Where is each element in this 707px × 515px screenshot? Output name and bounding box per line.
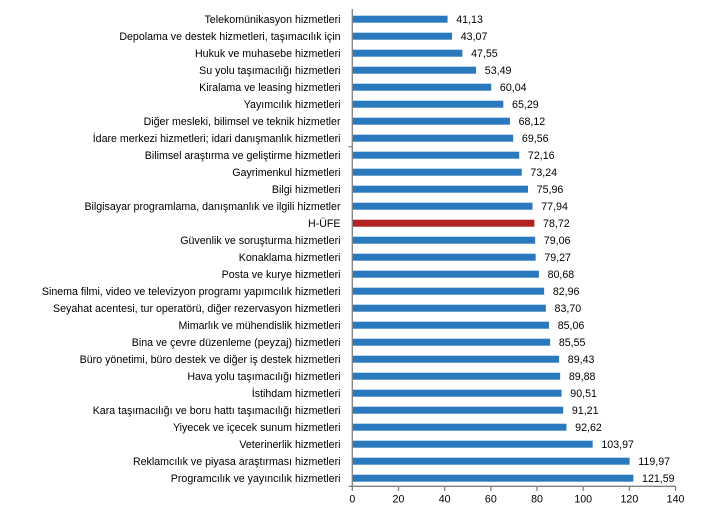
svg-text:90,51: 90,51 [570,388,597,400]
svg-text:Bilimsel araştırma ve geliştir: Bilimsel araştırma ve geliştirme hizmetl… [145,150,341,162]
svg-text:Hukuk ve muhasebe hizmetleri: Hukuk ve muhasebe hizmetleri [195,48,341,60]
svg-text:Programcılık ve yayıncılık hiz: Programcılık ve yayıncılık hizmetleri [171,473,341,485]
svg-text:121,59: 121,59 [642,473,675,485]
svg-text:83,70: 83,70 [555,303,582,315]
svg-text:Gayrimenkul hizmetleri: Gayrimenkul hizmetleri [232,167,340,179]
svg-text:92,62: 92,62 [575,422,602,434]
svg-text:75,96: 75,96 [537,184,564,196]
svg-text:119,97: 119,97 [638,456,670,468]
svg-text:Kiralama ve leasing hizmetleri: Kiralama ve leasing hizmetleri [199,82,340,94]
svg-text:İstihdam hizmetleri: İstihdam hizmetleri [252,387,341,400]
svg-text:Reklamcılık ve piyasa araştırm: Reklamcılık ve piyasa araştırması hizmet… [133,456,341,468]
svg-text:65,29: 65,29 [512,99,539,111]
svg-text:40: 40 [439,493,451,505]
svg-text:103,97: 103,97 [601,439,634,451]
svg-text:77,94: 77,94 [541,201,568,213]
svg-text:Hava yolu taşımacılığı hizmetl: Hava yolu taşımacılığı hizmetleri [187,371,340,383]
svg-text:Su yolu taşımacılığı hizmetler: Su yolu taşımacılığı hizmetleri [199,65,340,77]
svg-text:72,16: 72,16 [528,150,555,162]
svg-text:20: 20 [393,493,405,505]
svg-text:89,43: 89,43 [568,354,595,366]
svg-text:80: 80 [531,493,543,505]
svg-text:80,68: 80,68 [548,269,575,281]
svg-text:Büro yönetimi, büro destek ve: Büro yönetimi, büro destek ve diğer iş d… [80,354,341,366]
svg-text:Seyahat acentesi, tur operatör: Seyahat acentesi, tur operatörü, diğer r… [53,303,340,315]
svg-text:Telekomünikasyon hizmetleri: Telekomünikasyon hizmetleri [204,14,340,26]
svg-text:53,49: 53,49 [485,65,512,77]
svg-text:120: 120 [620,493,638,505]
svg-text:85,55: 85,55 [559,337,586,349]
svg-text:Bilgisayar programlama, danışm: Bilgisayar programlama, danışmanlık ve i… [84,201,341,213]
svg-text:69,56: 69,56 [522,133,549,145]
svg-text:41,13: 41,13 [456,14,483,26]
svg-text:Depolama ve destek hizmetleri,: Depolama ve destek hizmetleri, taşımacıl… [119,31,340,43]
svg-text:73,24: 73,24 [530,167,557,179]
svg-text:Bina ve çevre düzenleme (peyza: Bina ve çevre düzenleme (peyzaj) hizmetl… [132,337,341,349]
svg-text:78,72: 78,72 [543,218,570,230]
svg-text:Yiyecek ve içecek sunum hizmet: Yiyecek ve içecek sunum hizmetleri [173,422,341,434]
svg-text:60: 60 [485,493,497,505]
svg-text:Bilgi hizmetleri: Bilgi hizmetleri [272,184,341,196]
svg-text:43,07: 43,07 [461,31,488,43]
svg-text:79,27: 79,27 [544,252,571,264]
svg-text:68,12: 68,12 [519,116,546,128]
svg-text:Güvenlik ve soruşturma hizmetl: Güvenlik ve soruşturma hizmetleri [180,235,340,247]
svg-text:91,21: 91,21 [572,405,599,417]
svg-text:Mimarlık ve mühendislik hizmet: Mimarlık ve mühendislik hizmetleri [178,320,340,332]
svg-text:Yayımcılık hizmetleri: Yayımcılık hizmetleri [244,99,341,111]
svg-text:100: 100 [574,493,592,505]
svg-text:85,06: 85,06 [558,320,585,332]
svg-text:İdare merkezi hizmetleri; idar: İdare merkezi hizmetleri; idari danışman… [93,132,341,145]
svg-text:H-ÜFE: H-ÜFE [308,218,341,230]
svg-text:47,55: 47,55 [471,48,498,60]
svg-text:Diğer mesleki, bilimsel ve tek: Diğer mesleki, bilimsel ve teknik hizmet… [144,116,341,128]
svg-text:Posta ve kurye hizmetleri: Posta ve kurye hizmetleri [222,269,341,281]
svg-text:140: 140 [667,493,685,505]
svg-text:Konaklama hizmetleri: Konaklama hizmetleri [239,252,341,264]
svg-text:Kara taşımacılığı ve boru hatt: Kara taşımacılığı ve boru hattı taşımacı… [93,405,341,417]
svg-text:79,06: 79,06 [544,235,571,247]
svg-text:60,04: 60,04 [500,82,527,94]
svg-text:Sinema filmi, video ve televiz: Sinema filmi, video ve televizyon progra… [42,286,341,298]
svg-text:Veterinerlik hizmetleri: Veterinerlik hizmetleri [239,439,340,451]
svg-text:82,96: 82,96 [553,286,580,298]
svg-text:0: 0 [349,493,355,505]
svg-text:89,88: 89,88 [569,371,596,383]
